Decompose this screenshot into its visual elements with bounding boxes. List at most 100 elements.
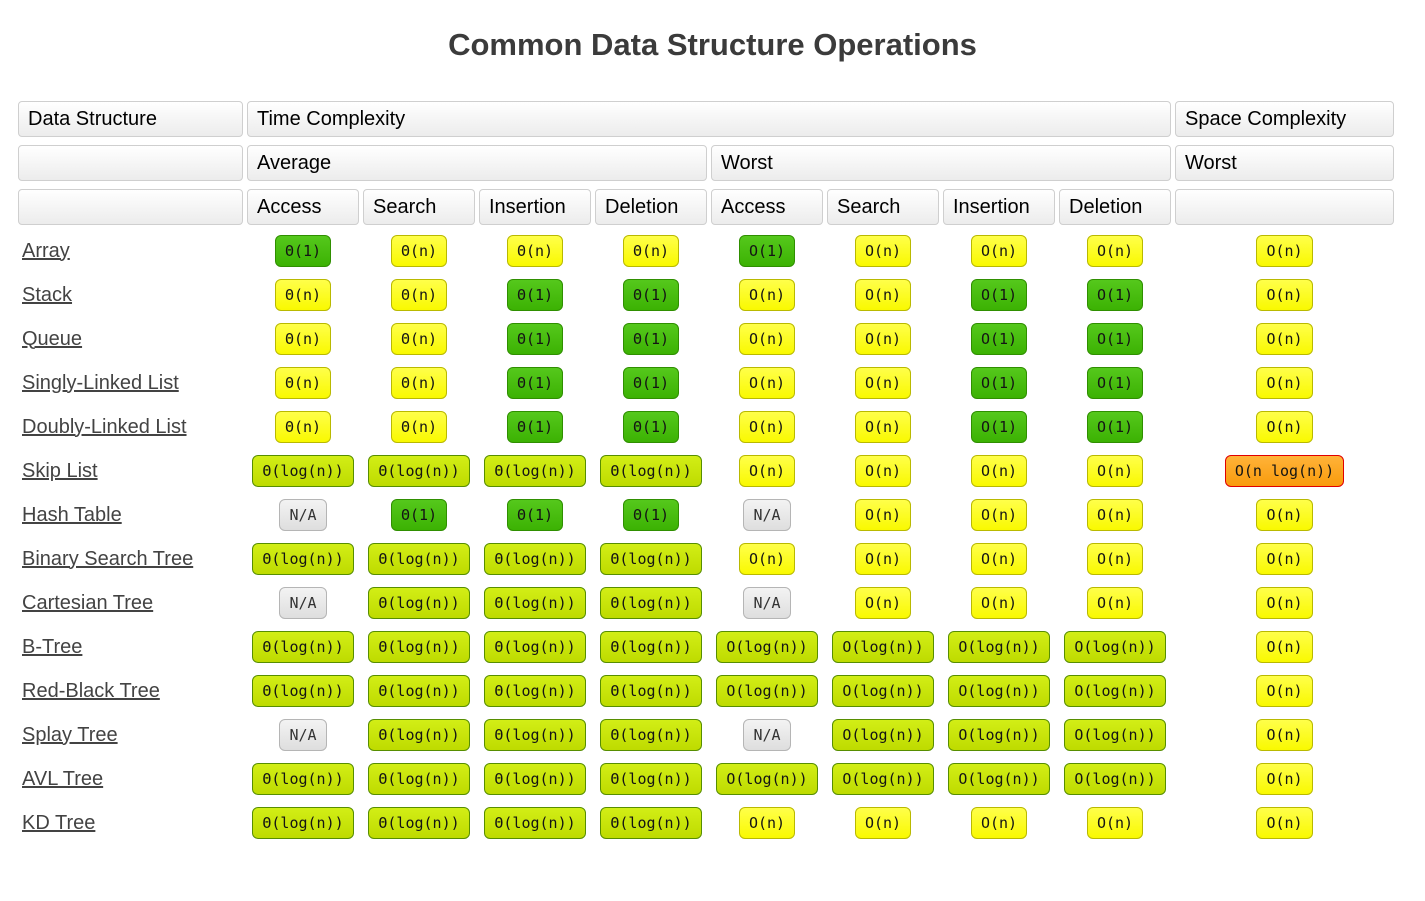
header-average-insertion: Insertion [479,189,591,225]
row-name-cell: B-Tree [18,629,243,665]
complexity-badge: O(log(n)) [948,631,1050,663]
space-worst-cell: O(n) [1175,233,1394,269]
worst-search-cell: O(n) [827,541,939,577]
worst-insertion-cell: O(n) [943,453,1055,489]
worst-deletion-cell: O(n) [1059,453,1171,489]
header-average-search: Search [363,189,475,225]
worst-insertion-cell: O(n) [943,233,1055,269]
complexity-badge: Θ(1) [506,279,564,311]
worst-deletion-cell: O(n) [1059,585,1171,621]
complexity-badge: N/A [279,499,327,531]
row-name-cell: AVL Tree [18,761,243,797]
complexity-badge: O(n) [738,807,796,839]
complexity-badge: Θ(n) [506,235,564,267]
header-row-3: Access Search Insertion Deletion Access … [18,189,1394,225]
complexity-badge: Θ(n) [274,279,332,311]
average-deletion-cell: Θ(1) [595,277,707,313]
worst-insertion-cell: O(1) [943,321,1055,357]
complexity-badge: O(n) [970,235,1028,267]
worst-access-cell: O(1) [711,233,823,269]
average-deletion-cell: Θ(log(n)) [595,805,707,841]
data-structure-link[interactable]: KD Tree [22,811,96,834]
table-row: Hash Table N/A Θ(1) Θ(1) Θ(1) N/A O(n) O(n) O(n)… [18,497,1394,533]
complexity-badge: O(log(n)) [716,763,818,795]
worst-insertion-cell: O(1) [943,409,1055,445]
average-access-cell: Θ(log(n)) [247,629,359,665]
complexity-badge: O(1) [1086,279,1144,311]
table-row: Queue Θ(n) Θ(n) Θ(1) Θ(1) O(n) O(n) O(1) O(1) O(n… [18,321,1394,357]
average-insertion-cell: Θ(1) [479,409,591,445]
worst-search-cell: O(n) [827,585,939,621]
complexity-badge: O(log(n)) [948,719,1050,751]
complexity-badge: O(log(n)) [716,631,818,663]
complexity-badge: O(1) [970,367,1028,399]
average-access-cell: N/A [247,585,359,621]
data-structure-link[interactable]: Binary Search Tree [22,547,194,570]
data-structure-link[interactable]: Cartesian Tree [22,591,154,614]
data-structure-link[interactable]: Singly-Linked List [22,371,179,394]
complexity-badge: O(log(n)) [1064,719,1166,751]
header-empty-cell [18,145,243,181]
complexity-badge: Θ(1) [622,323,680,355]
data-structure-link[interactable]: B-Tree [22,635,83,658]
complexity-badge: Θ(1) [506,367,564,399]
average-access-cell: Θ(log(n)) [247,673,359,709]
row-name-cell: Cartesian Tree [18,585,243,621]
complexity-badge: N/A [279,719,327,751]
complexity-badge: Θ(log(n)) [484,675,586,707]
average-search-cell: Θ(log(n)) [363,805,475,841]
average-deletion-cell: Θ(log(n)) [595,541,707,577]
data-structure-link[interactable]: Array [22,239,70,262]
complexity-badge: Θ(log(n)) [484,631,586,663]
table-row: AVL Tree Θ(log(n)) Θ(log(n)) Θ(log(n)) Θ(log… [18,761,1394,797]
header-data-structure: Data Structure [18,101,243,137]
average-access-cell: N/A [247,497,359,533]
complexity-badge: Θ(n) [274,323,332,355]
complexity-badge: Θ(1) [622,279,680,311]
worst-deletion-cell: O(n) [1059,805,1171,841]
header-time-complexity: Time Complexity [247,101,1171,137]
header-space-worst: Worst [1175,145,1394,181]
complexity-badge: Θ(1) [274,235,332,267]
data-structure-link[interactable]: Red-Black Tree [22,679,160,702]
table-header: Data Structure Time Complexity Space Com… [18,101,1394,225]
complexity-badge: O(n) [1256,411,1313,443]
data-structure-link[interactable]: Splay Tree [22,723,118,746]
data-structure-link[interactable]: Skip List [22,459,98,482]
complexity-badge: O(n) [970,543,1028,575]
worst-insertion-cell: O(1) [943,365,1055,401]
row-name-cell: Doubly-Linked List [18,409,243,445]
complexity-badge: Θ(log(n)) [368,455,470,487]
complexity-badge: Θ(log(n)) [368,587,470,619]
space-worst-cell: O(n) [1175,585,1394,621]
worst-access-cell: O(n) [711,365,823,401]
complexity-badge: Θ(log(n)) [600,719,702,751]
complexity-badge: Θ(log(n)) [484,455,586,487]
complexity-badge: O(log(n)) [1064,631,1166,663]
worst-insertion-cell: O(1) [943,277,1055,313]
complexity-badge: O(n) [970,499,1028,531]
data-structure-link[interactable]: Queue [22,327,83,350]
complexity-badge: Θ(n) [274,367,332,399]
data-structure-link[interactable]: AVL Tree [22,767,104,790]
worst-insertion-cell: O(log(n)) [943,717,1055,753]
complexity-badge: Θ(n) [390,411,448,443]
average-insertion-cell: Θ(n) [479,233,591,269]
row-name-cell: Binary Search Tree [18,541,243,577]
complexity-badge: Θ(log(n)) [368,631,470,663]
worst-search-cell: O(n) [827,497,939,533]
worst-deletion-cell: O(log(n)) [1059,673,1171,709]
worst-access-cell: N/A [711,585,823,621]
worst-search-cell: O(n) [827,409,939,445]
data-structure-link[interactable]: Hash Table [22,503,122,526]
complexity-badge: Θ(n) [390,323,448,355]
table-row: Stack Θ(n) Θ(n) Θ(1) Θ(1) O(n) O(n) O(1) O(1) O(n… [18,277,1394,313]
data-structure-link[interactable]: Doubly-Linked List [22,415,187,438]
complexity-badge: Θ(log(n)) [252,675,354,707]
space-worst-cell: O(n) [1175,541,1394,577]
average-access-cell: Θ(log(n)) [247,761,359,797]
complexity-badge: Θ(log(n)) [600,763,702,795]
worst-insertion-cell: O(log(n)) [943,629,1055,665]
average-search-cell: Θ(n) [363,233,475,269]
data-structure-link[interactable]: Stack [22,283,73,306]
